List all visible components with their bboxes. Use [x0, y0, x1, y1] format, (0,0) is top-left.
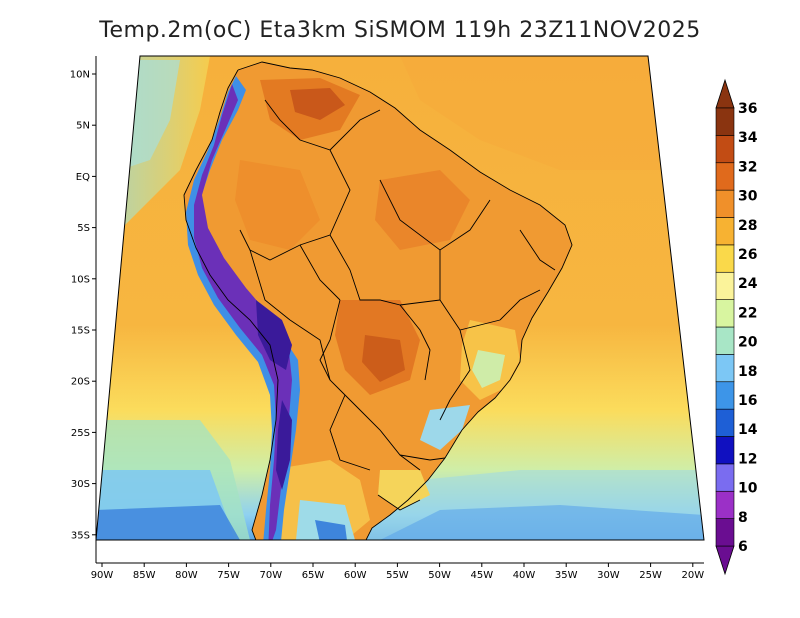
colorbar-swatch: [715, 463, 735, 492]
temperature-colorbar: 6 8 10 12 14 16 18 20 22 24 26 28 30 32 34 36: [715, 78, 758, 576]
lat-label: 10S: [71, 274, 90, 285]
plot-frame: [95, 55, 705, 541]
colorbar-bottom-arrow: [715, 545, 735, 576]
colorbar-label: 6: [738, 539, 748, 555]
lon-label: 30W: [597, 570, 620, 581]
lat-label: 10N: [70, 70, 90, 81]
colorbar-label: 14: [738, 422, 758, 438]
colorbar-swatch: [715, 354, 735, 383]
colorbar-top-arrow: [715, 78, 735, 109]
longitude-axis: 90W 85W 80W 75W 70W 65W 60W 55W 50W 45W 40W 35W 30W 2…: [91, 563, 704, 581]
lon-label: 40W: [513, 570, 536, 581]
lon-label: 65W: [302, 570, 325, 581]
lon-label: 55W: [386, 570, 409, 581]
colorbar-label: 32: [738, 159, 757, 175]
south-america-landmass: [184, 62, 572, 540]
colorbar-swatch: [715, 436, 735, 465]
colorbar-swatch: [715, 381, 735, 410]
colorbar-label: 18: [738, 364, 757, 380]
lon-label: 75W: [217, 570, 240, 581]
colorbar-label: 36: [738, 101, 757, 117]
lon-label: 50W: [428, 570, 451, 581]
colorbar-swatch: [715, 408, 735, 437]
colorbar-label: 28: [738, 218, 757, 234]
colorbar-label: 20: [738, 335, 758, 351]
lon-label: 45W: [470, 570, 493, 581]
colorbar-swatch: [715, 162, 735, 191]
colorbar-label: 30: [738, 189, 758, 205]
colorbar-label: 22: [738, 305, 757, 321]
colorbar-swatch: [715, 326, 735, 355]
colorbar-label: 12: [738, 451, 757, 467]
latitude-axis: 10N 5N EQ 5S 10S 15S 20S 25S 30S 35S: [70, 70, 96, 541]
lat-label: 30S: [71, 479, 90, 490]
colorbar-swatch: [715, 217, 735, 246]
colorbar-swatch: [715, 271, 735, 300]
colorbar-swatch: [715, 189, 735, 218]
colorbar-swatch: [715, 107, 735, 136]
lon-label: 70W: [259, 570, 282, 581]
colorbar-swatch: [715, 244, 735, 273]
colorbar-label: 16: [738, 393, 757, 409]
lon-label: 25W: [639, 570, 662, 581]
map-title: Temp.2m(oC) Eta3km SiSMOM 119h 23Z11NOV2…: [99, 18, 701, 43]
lat-label: 25S: [71, 428, 90, 439]
colorbar-swatch: [715, 299, 735, 328]
colorbar-swatch: [715, 135, 735, 164]
colorbar-label: 26: [738, 247, 757, 263]
lon-label: 90W: [91, 570, 114, 581]
lon-label: 80W: [175, 570, 198, 581]
colorbar-label: 34: [738, 130, 758, 146]
lon-label: 85W: [133, 570, 156, 581]
lat-label: 35S: [71, 530, 90, 541]
lat-label: EQ: [76, 172, 90, 183]
colorbar-swatch: [715, 490, 735, 519]
lon-label: 20W: [681, 570, 704, 581]
lon-label: 35W: [555, 570, 578, 581]
colorbar-swatch: [715, 518, 735, 547]
lat-label: 5N: [76, 121, 90, 132]
country-borders: [183, 61, 573, 540]
colorbar-label: 10: [738, 481, 758, 497]
lat-label: 5S: [77, 223, 90, 234]
lon-label: 60W: [344, 570, 367, 581]
lat-label: 15S: [71, 326, 90, 337]
lat-label: 20S: [71, 377, 90, 388]
colorbar-label: 8: [738, 510, 748, 526]
colorbar-label: 24: [738, 276, 758, 292]
